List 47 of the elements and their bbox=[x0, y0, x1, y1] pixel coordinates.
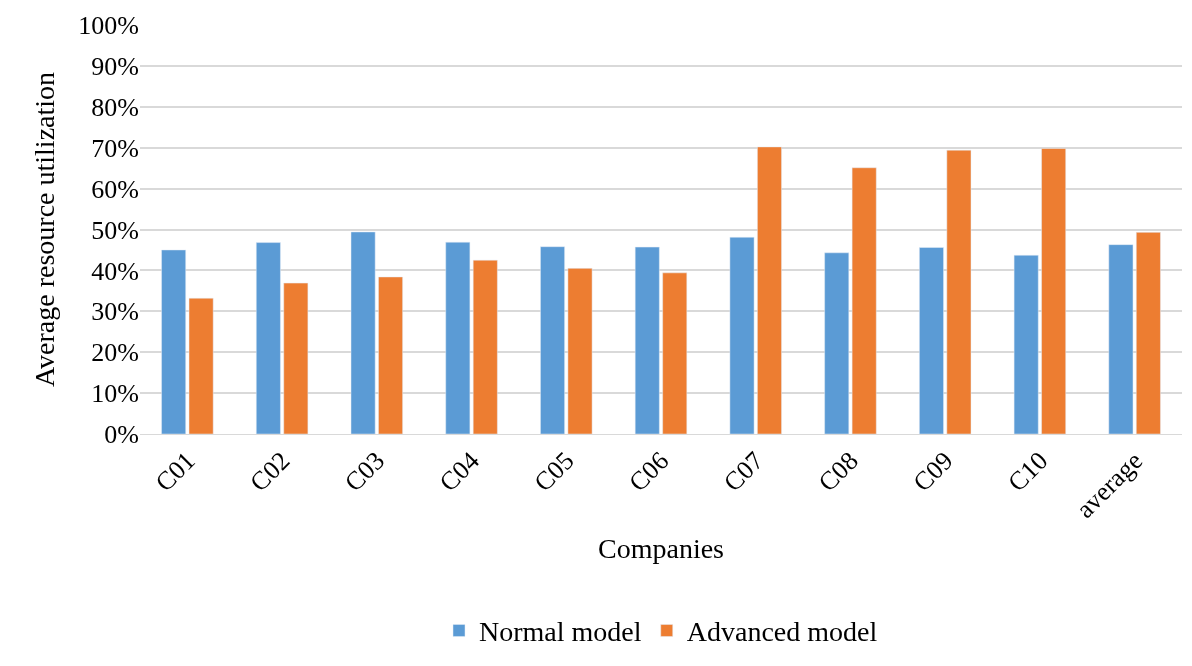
bar bbox=[1136, 232, 1161, 434]
y-tick-label: 40% bbox=[91, 256, 139, 286]
x-tick-label: C06 bbox=[623, 446, 675, 498]
y-tick-label: 20% bbox=[91, 338, 139, 368]
legend-label: Advanced model bbox=[686, 616, 878, 648]
bar bbox=[567, 268, 593, 434]
y-tick-label: 70% bbox=[91, 133, 139, 163]
y-tick-label: 80% bbox=[91, 92, 139, 122]
bar bbox=[283, 282, 309, 434]
bar bbox=[445, 241, 471, 434]
bar bbox=[188, 297, 214, 434]
bar bbox=[729, 237, 755, 434]
y-tick-label: 90% bbox=[91, 52, 139, 81]
bar bbox=[378, 276, 403, 434]
legend-label: Normal model bbox=[479, 616, 642, 648]
bar bbox=[540, 246, 565, 434]
bar bbox=[1013, 255, 1039, 434]
y-tick-label: 60% bbox=[91, 174, 139, 204]
x-tick-label: C10 bbox=[1002, 446, 1054, 498]
x-tick-label: C04 bbox=[433, 446, 485, 498]
x-tick-label: C03 bbox=[339, 446, 391, 498]
bar bbox=[634, 246, 660, 434]
bar bbox=[256, 242, 281, 434]
x-tick-label: C08 bbox=[812, 446, 864, 498]
bar bbox=[1108, 244, 1134, 434]
bar bbox=[662, 272, 688, 434]
x-tick-label: C01 bbox=[149, 446, 201, 498]
y-tick-label: 50% bbox=[91, 215, 139, 245]
x-tick-label: C02 bbox=[244, 446, 296, 498]
y-axis-title: Average resource utilization bbox=[29, 71, 61, 388]
x-axis-title: Companies bbox=[598, 532, 724, 564]
bar bbox=[1041, 148, 1066, 434]
x-tick-label: C05 bbox=[528, 446, 580, 498]
bar bbox=[161, 249, 186, 434]
y-tick-label: 0% bbox=[104, 420, 139, 450]
bar bbox=[851, 167, 877, 434]
bar bbox=[946, 149, 972, 434]
bar bbox=[757, 146, 782, 434]
bar bbox=[824, 252, 850, 434]
y-tick-label: 10% bbox=[91, 379, 139, 409]
bar bbox=[350, 231, 376, 434]
x-tick-label: C09 bbox=[907, 446, 959, 498]
y-tick-label: 100% bbox=[78, 11, 139, 41]
bar bbox=[919, 247, 944, 434]
x-tick-label: C07 bbox=[718, 446, 770, 498]
y-tick-label: 30% bbox=[91, 297, 139, 327]
bar bbox=[472, 259, 498, 434]
